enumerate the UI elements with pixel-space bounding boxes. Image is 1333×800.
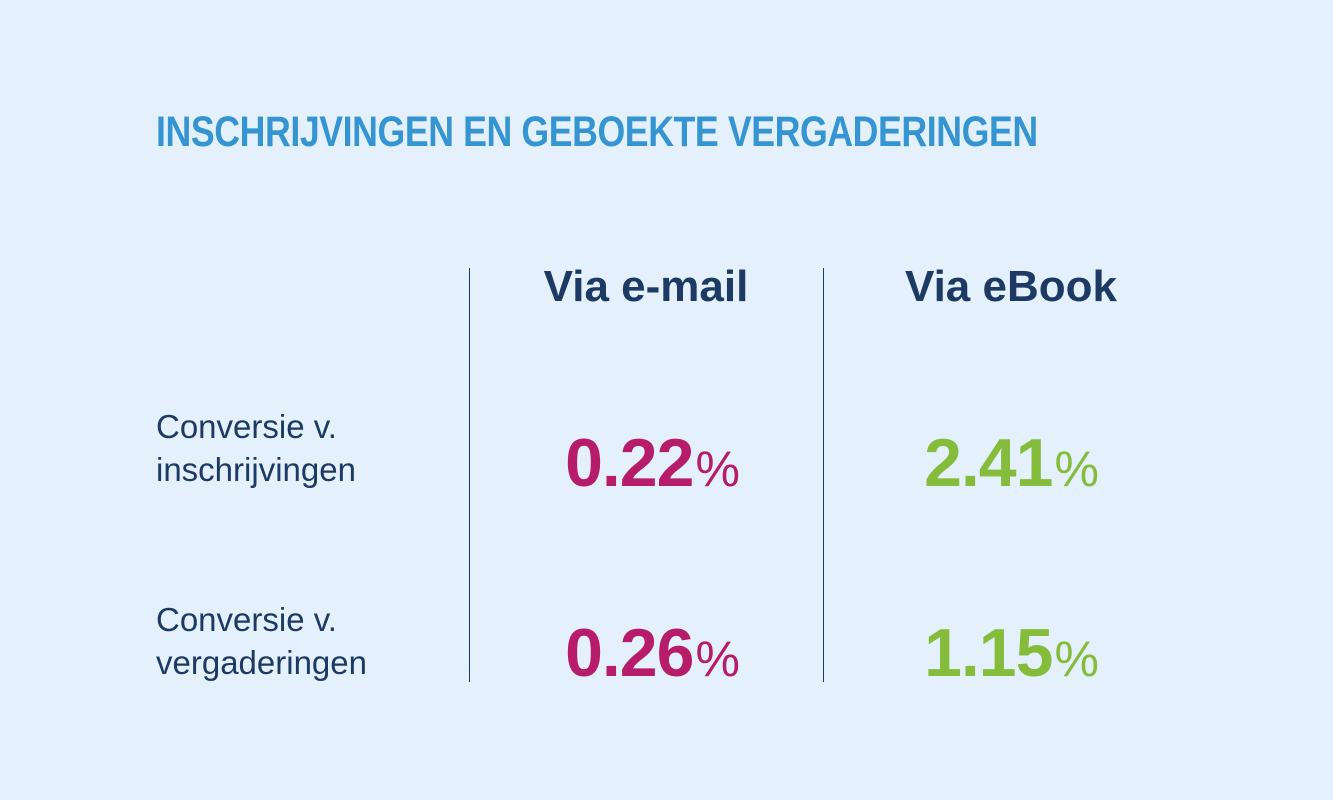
value-ebook-vergaderingen: 1.15% — [851, 614, 1171, 692]
column-header-ebook: Via eBook — [905, 262, 1117, 311]
value-ebook-inschrijvingen: 2.41% — [851, 424, 1171, 502]
row-label-vergaderingen: Conversie v. vergaderingen — [156, 598, 456, 684]
percent-sign: % — [1054, 441, 1098, 497]
row-label-line: Conversie v. — [156, 601, 337, 638]
value-email-inschrijvingen: 0.22% — [492, 424, 812, 502]
chart-title: INSCHRIJVINGEN EN GEBOEKTE VERGADERINGEN — [156, 108, 1038, 156]
column-header-email: Via e-mail — [543, 262, 749, 311]
row-label-inschrijvingen: Conversie v. inschrijvingen — [156, 405, 456, 491]
percent-sign: % — [1054, 631, 1098, 687]
row-label-line: inschrijvingen — [156, 451, 356, 488]
percent-sign: % — [695, 631, 739, 687]
row-label-line: vergaderingen — [156, 644, 367, 681]
value-number: 2.41 — [924, 425, 1053, 501]
column-divider-left — [469, 268, 470, 682]
row-label-line: Conversie v. — [156, 408, 337, 445]
value-number: 1.15 — [924, 615, 1053, 691]
column-divider-right — [823, 268, 824, 682]
value-number: 0.26 — [565, 615, 694, 691]
value-email-vergaderingen: 0.26% — [492, 614, 812, 692]
percent-sign: % — [695, 441, 739, 497]
value-number: 0.22 — [565, 425, 694, 501]
